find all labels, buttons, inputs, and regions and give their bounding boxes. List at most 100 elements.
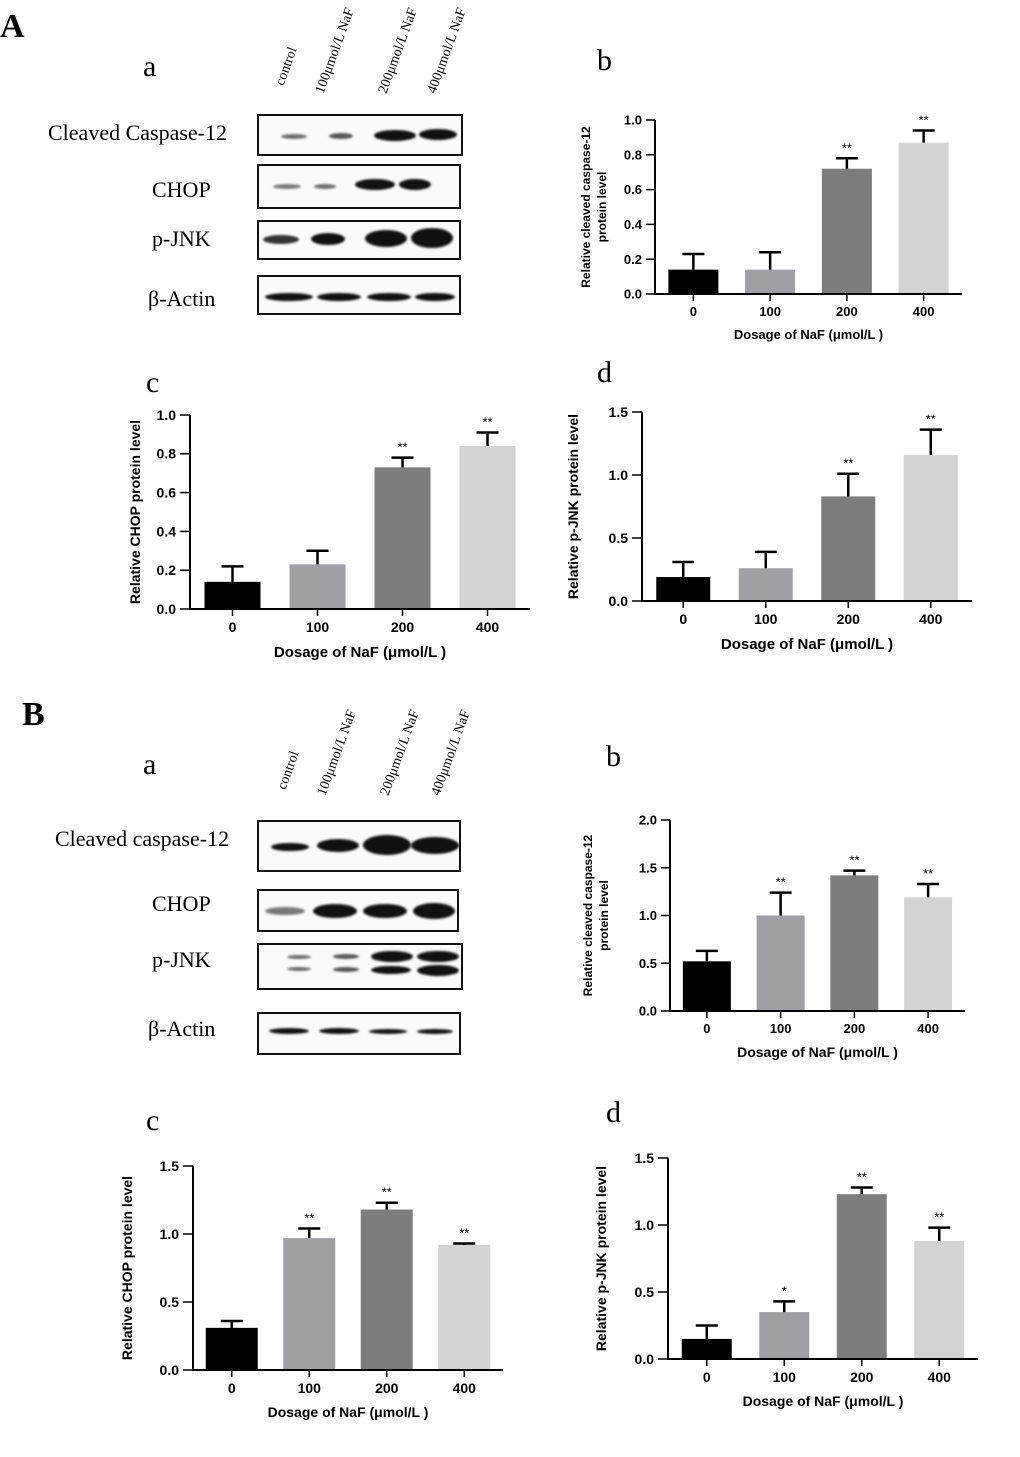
- panel-a-letter: A: [0, 8, 25, 45]
- bar: [903, 454, 958, 601]
- y-tick-label: 1.0: [639, 908, 657, 923]
- x-tick-label: 100: [306, 619, 330, 635]
- y-axis-label: protein level: [595, 172, 609, 243]
- y-tick-label: 0.8: [157, 446, 177, 462]
- y-axis-label: protein level: [597, 880, 611, 951]
- y-tick-label: 0.6: [624, 182, 642, 197]
- x-axis-label: Dosage of NaF (μmol/L ): [737, 1044, 898, 1060]
- significance-label: **: [849, 853, 859, 868]
- chart-a-b: 0 100 ** 200 ** 400 0.0 0.2 0.4 0.6 0.8 1.0 Dosage o…: [579, 112, 962, 342]
- y-tick-label: 0.2: [157, 562, 177, 578]
- band: [399, 179, 431, 190]
- bar: [836, 1194, 887, 1359]
- band: [317, 839, 359, 852]
- blot-a-chop: [257, 164, 461, 209]
- y-axis-label: Relative cleaved caspase-12: [579, 126, 593, 288]
- band: [371, 966, 411, 974]
- band: [417, 951, 459, 962]
- band: [273, 184, 301, 189]
- y-tick-label: 1.0: [160, 1226, 180, 1242]
- bar: [459, 446, 516, 609]
- y-tick-label: 1.5: [639, 860, 657, 875]
- blot-a-actin: [257, 275, 461, 315]
- x-tick-label: 200: [837, 611, 861, 627]
- blot-a-label-actin: β-Actin: [148, 286, 216, 311]
- band: [287, 967, 311, 971]
- x-tick-label: 100: [754, 611, 778, 627]
- band: [371, 951, 413, 962]
- y-tick-label: 0.4: [157, 523, 177, 539]
- band: [419, 129, 457, 140]
- band: [363, 835, 411, 855]
- chart-b-c-letter: c: [146, 1104, 160, 1137]
- y-tick-label: 0.6: [157, 485, 177, 501]
- band: [314, 184, 336, 189]
- blot-b-label-actin: β-Actin: [148, 1016, 216, 1041]
- band: [417, 965, 459, 976]
- y-tick-label: 0.0: [624, 287, 642, 302]
- y-axis-label: Relative CHOP protein level: [119, 1176, 135, 1360]
- band: [265, 907, 305, 915]
- chart-a-b-letter: b: [597, 44, 612, 77]
- y-tick-label: 0.4: [624, 217, 643, 232]
- x-tick-label: 200: [836, 304, 858, 319]
- band: [369, 1029, 407, 1034]
- y-tick-label: 1.0: [624, 113, 642, 128]
- band: [311, 233, 345, 245]
- blot-b-chop: [257, 889, 459, 932]
- y-tick-label: 0.5: [639, 956, 657, 971]
- y-tick-label: 0.5: [160, 1294, 180, 1310]
- bar: [821, 168, 872, 294]
- x-tick-label: 100: [298, 1380, 322, 1396]
- significance-label: **: [842, 140, 852, 155]
- band: [271, 843, 309, 851]
- band: [313, 904, 357, 918]
- bar: [898, 142, 949, 294]
- bar: [681, 1338, 732, 1359]
- band: [317, 293, 361, 301]
- bar: [374, 467, 431, 609]
- bar: [204, 581, 261, 609]
- significance-label: **: [923, 866, 933, 881]
- chart-a-d-letter: d: [597, 356, 612, 389]
- y-axis-label: Relative p-JNK protein level: [565, 414, 581, 599]
- bar: [756, 915, 805, 1011]
- significance-label: **: [926, 412, 936, 427]
- y-axis-label: Relative CHOP protein level: [127, 420, 143, 604]
- significance-label: **: [482, 414, 492, 429]
- band: [287, 955, 311, 959]
- bar: [205, 1327, 258, 1370]
- y-tick-label: 0.8: [624, 147, 642, 162]
- y-tick-label: 0.0: [609, 593, 629, 609]
- bar: [904, 897, 953, 1011]
- blot-b-label-pjnk: p-JNK: [152, 947, 211, 972]
- blot-b-actin: [257, 1012, 461, 1055]
- chart-b-c: 0 ** 100 ** 200 ** 400 0.0 0.5 1.0 1.5 Dosage of Na…: [119, 1158, 503, 1420]
- x-tick-label: 400: [928, 1369, 952, 1385]
- y-axis-label: Relative cleaved caspase-12: [581, 834, 595, 996]
- bar: [360, 1209, 413, 1370]
- band: [415, 293, 455, 301]
- x-axis-label: Dosage of NaF (μmol/L ): [734, 327, 883, 342]
- x-axis-label: Dosage of NaF (μmol/L ): [743, 1393, 904, 1409]
- x-tick-label: 400: [917, 1021, 939, 1036]
- x-tick-label: 400: [453, 1380, 477, 1396]
- bar: [289, 564, 346, 609]
- band: [263, 235, 299, 244]
- band: [413, 903, 455, 919]
- y-tick-label: 0.5: [609, 530, 629, 546]
- x-tick-label: 400: [476, 619, 500, 635]
- y-tick-label: 0.0: [160, 1362, 180, 1378]
- band: [374, 130, 416, 141]
- chart-a-c: 0 100 ** 200 ** 400 0.0 0.2 0.4 0.6 0.8 1.0 Dosage o…: [127, 407, 530, 661]
- x-tick-label: 0: [228, 1380, 236, 1396]
- blot-b-label-chop: CHOP: [152, 891, 211, 916]
- x-tick-label: 200: [844, 1021, 866, 1036]
- x-tick-label: 0: [229, 619, 237, 635]
- bar: [656, 577, 711, 601]
- x-tick-label: 200: [850, 1369, 874, 1385]
- band: [333, 967, 359, 972]
- x-tick-label: 0: [679, 611, 687, 627]
- x-tick-label: 200: [391, 619, 415, 635]
- significance-label: **: [857, 1169, 867, 1184]
